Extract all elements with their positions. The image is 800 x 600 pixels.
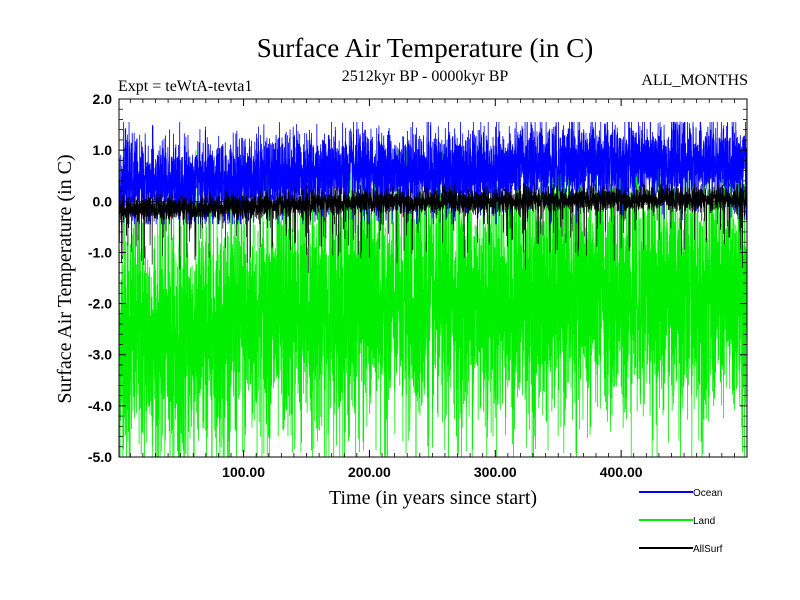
y-tick-label: 0.0 [93,193,113,209]
y-tick-label: -4.0 [88,398,112,414]
series-line-ocean [118,121,748,225]
series-line-land [118,150,748,458]
ticks-layer: 100.00 200.00 300.00 400.00 2.0 1.0 0.0 -1.0 -2.… [88,91,747,480]
legend: Ocean Land AllSurf [639,488,723,555]
chart-subtitle-left: Expt = teWtA-tevta1 [118,78,252,95]
y-tick-label: -2.0 [88,296,112,312]
x-tick-label: 200.00 [348,464,391,480]
chart-title: Surface Air Temperature (in C) [257,33,594,63]
plot-frame [118,98,748,458]
x-tick-label: 400.00 [600,464,643,480]
chart-subtitle-center: 2512kyr BP - 0000kyr BP [342,68,509,85]
x-tick-label: 300.00 [474,464,517,480]
y-tick-label: -5.0 [88,449,112,465]
y-tick-label: -1.0 [88,244,112,260]
x-axis-label: Time (in years since start) [329,487,537,509]
chart-subtitle-right: ALL_MONTHS [641,72,748,89]
series-layer [118,121,748,458]
y-axis-label: Surface Air Temperature (in C) [54,154,76,403]
legend-label-land: Land [693,516,715,527]
series-line-allsurf [118,183,748,273]
legend-label-ocean: Ocean [693,488,722,499]
x-tick-label: 100.00 [222,464,265,480]
y-tick-label: 1.0 [93,142,113,158]
y-tick-label: 2.0 [93,91,113,107]
legend-label-allsurf: AllSurf [693,544,723,555]
y-tick-label: -3.0 [88,347,112,363]
